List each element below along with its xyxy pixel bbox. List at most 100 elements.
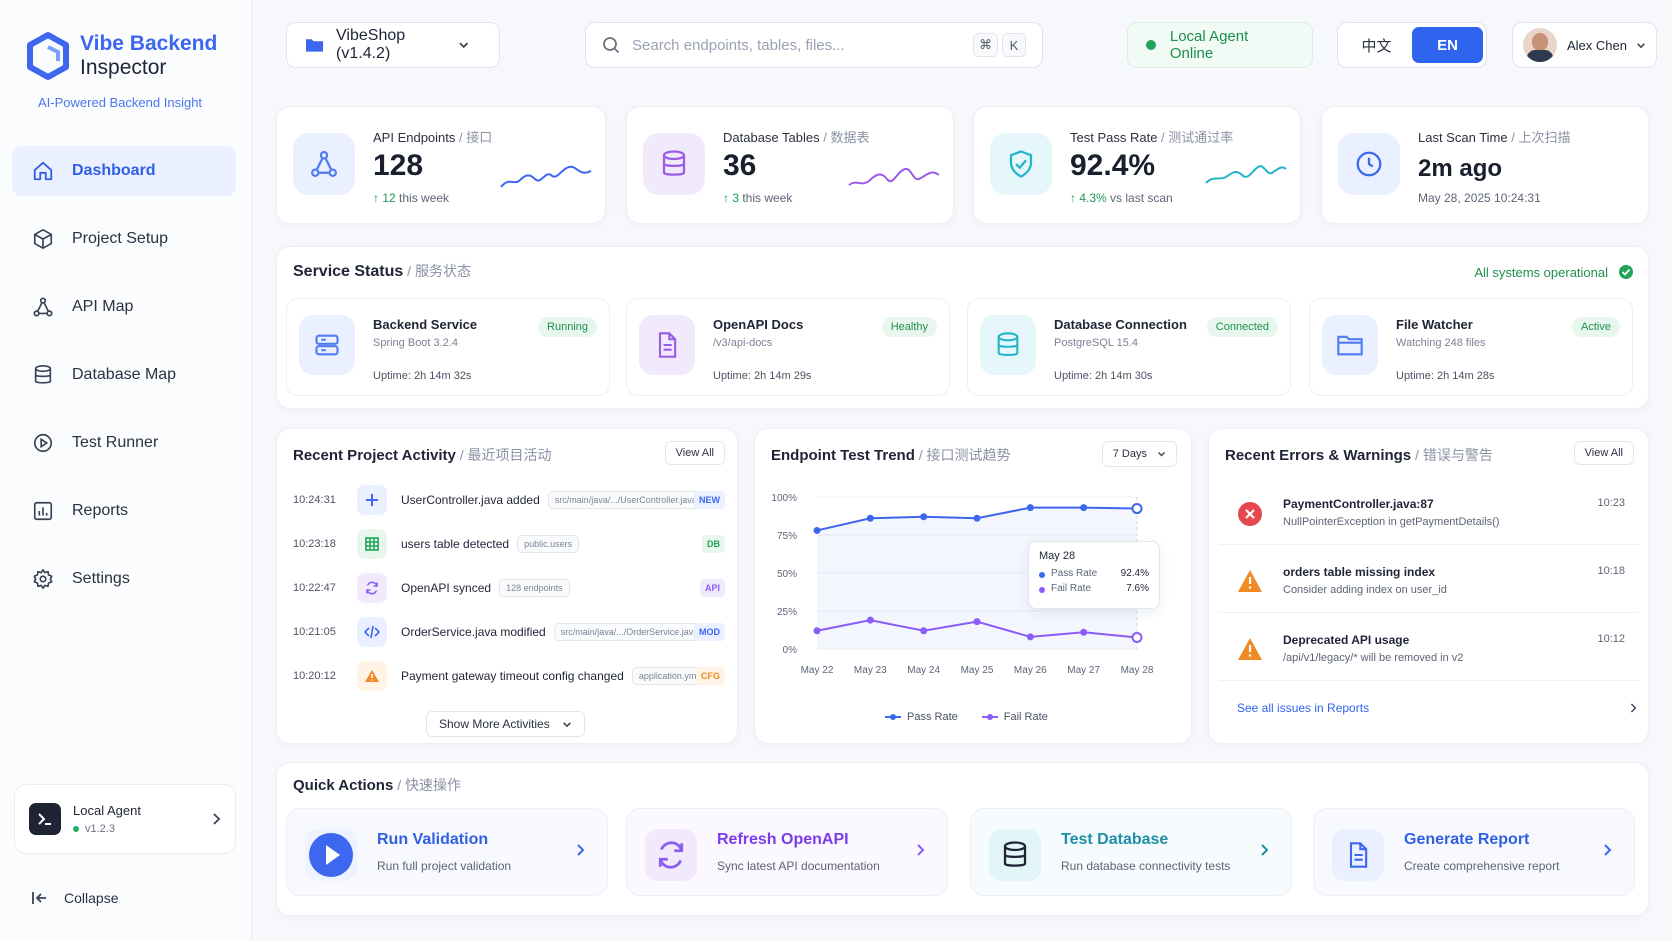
range-select[interactable]: 7 Days [1101, 441, 1177, 467]
data-point [813, 526, 821, 534]
warning-item[interactable]: orders table missing index Consider addi… [1219, 549, 1639, 613]
plus-icon [357, 485, 387, 515]
folder-icon [305, 39, 324, 52]
sidebar-item-test-runner[interactable]: Test Runner [12, 418, 236, 468]
activity-row[interactable]: 10:22:47 OpenAPI synced 128 endpoints [293, 573, 570, 603]
service-card-openapi[interactable]: OpenAPI Docs /v3/api-docs Uptime: 2h 14m… [626, 298, 950, 396]
data-point [1080, 628, 1088, 636]
see-all-issues-link[interactable]: See all issues in Reports [1237, 701, 1637, 715]
stat-label-cn: / 接口 [455, 130, 493, 145]
activity-text: users table detected [401, 537, 510, 551]
stat-label: Last Scan Time [1418, 130, 1508, 145]
collapse-icon [32, 892, 46, 904]
sidebar-item-project-setup[interactable]: Project Setup [12, 214, 236, 264]
warning-icon [1238, 570, 1262, 592]
activity-tag: API [699, 579, 725, 597]
kbd-cmd: ⌘ [973, 33, 998, 57]
activity-chip: 128 endpoints [499, 579, 570, 597]
service-name: Database Connection [1054, 317, 1187, 332]
tooltip-fail-value: 7.6% [1126, 583, 1149, 594]
x-tick-label: May 28 [1121, 665, 1154, 676]
data-point [1026, 633, 1034, 641]
activity-row[interactable]: 10:23:18 users table detected public.use… [293, 529, 580, 559]
sidebar-item-settings[interactable]: Settings [12, 554, 236, 604]
view-all-button[interactable]: View All [664, 441, 725, 465]
warning-item[interactable]: Deprecated API usage /api/v1/legacy/* wi… [1219, 617, 1639, 681]
error-desc: NullPointerException in getPaymentDetail… [1283, 516, 1500, 528]
x-tick-label: May 22 [801, 665, 834, 676]
activity-row[interactable]: 10:24:31 UserController.java added src/m… [293, 485, 704, 515]
activity-row[interactable]: 10:21:05 OrderService.java modified src/… [293, 617, 706, 647]
error-item[interactable]: PaymentController.java:87 NullPointerExc… [1219, 481, 1639, 545]
collapse-button[interactable]: Collapse [32, 890, 118, 906]
run-validation-button[interactable]: Run Validation Run full project validati… [286, 808, 608, 896]
action-title: Run Validation [377, 831, 489, 848]
search-bar[interactable]: Search endpoints, tables, files... ⌘ K [585, 22, 1043, 68]
online-dot-icon [73, 826, 79, 832]
local-agent-card[interactable]: Local Agent v1.2.3 [14, 784, 236, 854]
warning-icon [1238, 638, 1262, 660]
sidebar-item-api-map[interactable]: API Map [12, 282, 236, 332]
generate-report-button[interactable]: Generate Report Create comprehensive rep… [1313, 808, 1635, 896]
test-database-button[interactable]: Test Database Run database connectivity … [970, 808, 1292, 896]
activity-row[interactable]: 10:20:12 Payment gateway timeout config … [293, 661, 706, 691]
status-badge: Connected [1206, 317, 1278, 337]
search-input[interactable]: Search endpoints, tables, files... [632, 36, 845, 54]
database-icon [34, 365, 52, 384]
activity-chip: public.users [517, 535, 580, 553]
user-menu[interactable]: Alex Chen [1512, 22, 1657, 68]
folder-icon [1322, 315, 1378, 375]
service-card-backend[interactable]: Backend Service Spring Boot 3.2.4 Uptime… [286, 298, 610, 396]
error-title: PaymentController.java:87 [1283, 497, 1434, 511]
chevron-right-icon [1604, 844, 1612, 856]
service-uptime: Uptime: 2h 14m 30s [1054, 370, 1153, 382]
view-all-button[interactable]: View All [1573, 441, 1634, 465]
service-card-file-watcher[interactable]: File Watcher Watching 248 files Uptime: … [1309, 298, 1633, 396]
tooltip-date: May 28 [1039, 550, 1076, 562]
chevron-right-icon [213, 813, 221, 825]
stat-label: Database Tables [723, 130, 820, 145]
server-icon [299, 315, 355, 375]
activity-time: 10:20:12 [293, 670, 336, 682]
sidebar-item-reports[interactable]: Reports [12, 486, 236, 536]
data-point [920, 627, 928, 635]
database-icon [980, 315, 1036, 375]
stat-card-database-tables[interactable]: Database Tables / 数据表 36 ↑ 3 this week [626, 106, 954, 224]
code-icon [357, 617, 387, 647]
show-more-button[interactable]: Show More Activities [426, 711, 585, 737]
x-tick-label: May 25 [961, 665, 994, 676]
stat-sub: this week [395, 191, 450, 205]
legend-pass: Pass Rate [907, 711, 958, 723]
stat-card-api-endpoints[interactable]: API Endpoints / 接口 128 ↑ 12 this week [276, 106, 606, 224]
sidebar-item-dashboard[interactable]: Dashboard [12, 146, 236, 196]
sidebar-item-label: Test Runner [72, 434, 159, 451]
section-title-cn: / 服务状态 [403, 263, 471, 279]
stat-value: 2m ago [1418, 155, 1503, 182]
stat-card-last-scan[interactable]: Last Scan Time / 上次扫描 2m ago May 28, 202… [1321, 106, 1649, 224]
lang-zh-button[interactable]: 中文 [1361, 37, 1392, 55]
error-desc: /api/v1/legacy/* will be removed in v2 [1283, 652, 1464, 664]
data-point [920, 513, 928, 521]
service-name: File Watcher [1396, 317, 1473, 332]
table-icon [357, 529, 387, 559]
database-icon [643, 133, 705, 195]
activity-tag: CFG [696, 667, 725, 685]
error-time: 10:23 [1597, 497, 1625, 509]
project-selector[interactable]: VibeShop (v1.4.2) [286, 22, 500, 68]
sparkline [1205, 165, 1287, 184]
document-icon [639, 315, 695, 375]
stat-sub: May 28, 2025 10:24:31 [1418, 191, 1541, 205]
sidebar-item-database-map[interactable]: Database Map [12, 350, 236, 400]
stat-value: 92.4% [1070, 149, 1156, 182]
stat-card-test-pass-rate[interactable]: Test Pass Rate / 测试通过率 92.4% ↑ 4.3% vs l… [973, 106, 1301, 224]
x-tick-label: May 27 [1067, 665, 1100, 676]
chevron-right-icon [917, 844, 925, 856]
service-card-database[interactable]: Database Connection PostgreSQL 15.4 Upti… [967, 298, 1291, 396]
action-title: Generate Report [1404, 831, 1530, 848]
activity-tag: NEW [694, 491, 725, 509]
chart-legend: Pass Rate Fail Rate [885, 711, 1048, 723]
refresh-openapi-button[interactable]: Refresh OpenAPI Sync latest API document… [626, 808, 948, 896]
x-tick-label: May 24 [907, 665, 940, 676]
brand-title-line2: Inspector [80, 56, 167, 79]
lang-en-button[interactable]: EN [1412, 27, 1483, 63]
